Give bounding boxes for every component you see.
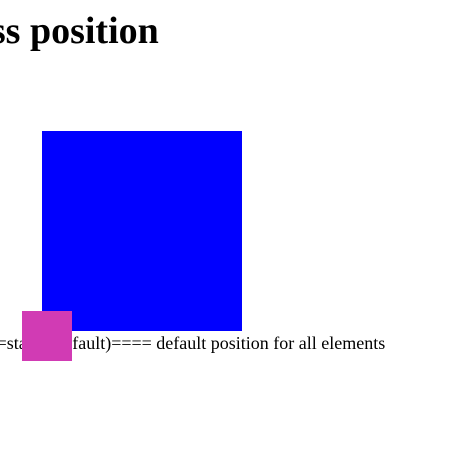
page-heading: css position xyxy=(0,10,159,52)
blue-box xyxy=(42,131,242,331)
pink-box xyxy=(22,311,72,361)
position-description: =====static (default)==== default positi… xyxy=(0,333,386,353)
